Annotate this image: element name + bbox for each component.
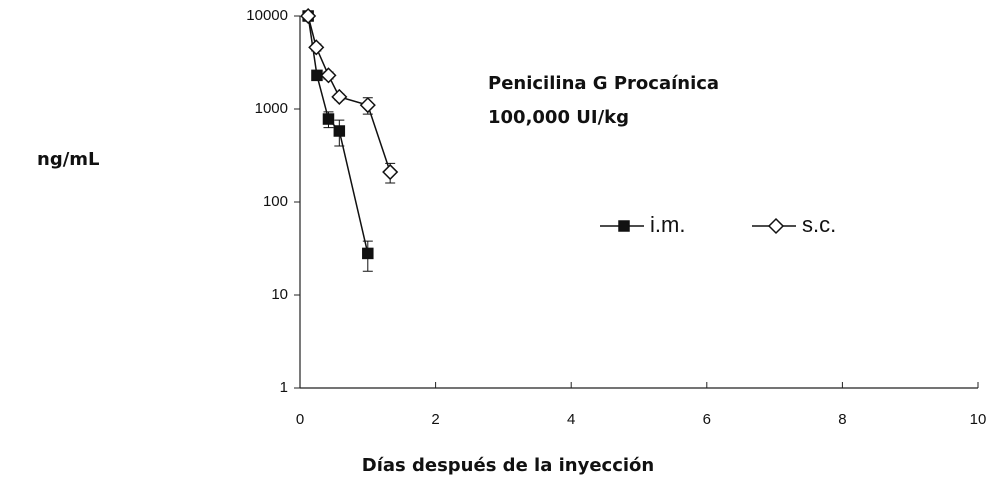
x-tick-label: 0 [296, 411, 304, 428]
x-axis-label: Días después de la inyección [362, 455, 655, 476]
y-tick-label: 1000 [255, 100, 288, 117]
y-axis-label: ng/mL [37, 149, 100, 170]
x-tick-label: 8 [838, 411, 846, 428]
x-tick-label: 2 [431, 411, 439, 428]
x-tick-label: 6 [703, 411, 711, 428]
marker [359, 97, 376, 114]
legend-label: i.m. [650, 212, 685, 237]
y-tick-label: 100 [263, 193, 288, 210]
annotation: 100,000 UI/kg [488, 107, 629, 128]
marker [322, 113, 335, 125]
y-tick-label: 1 [280, 379, 288, 396]
marker [300, 7, 317, 25]
legend-marker [618, 220, 630, 232]
x-tick-label: 10 [970, 411, 987, 428]
marker [320, 67, 337, 84]
legend-label: s.c. [802, 212, 836, 237]
marker [333, 125, 346, 137]
annotation: Penicilina G Procaínica [488, 73, 719, 94]
y-tick-label: 10000 [246, 7, 288, 24]
x-tick-label: 4 [567, 411, 575, 428]
y-tick-label: 10 [271, 286, 288, 303]
marker [308, 39, 325, 56]
marker [331, 88, 348, 105]
series-line [307, 15, 391, 173]
marker [382, 163, 399, 181]
legend-marker [767, 217, 785, 235]
marker [362, 247, 374, 260]
